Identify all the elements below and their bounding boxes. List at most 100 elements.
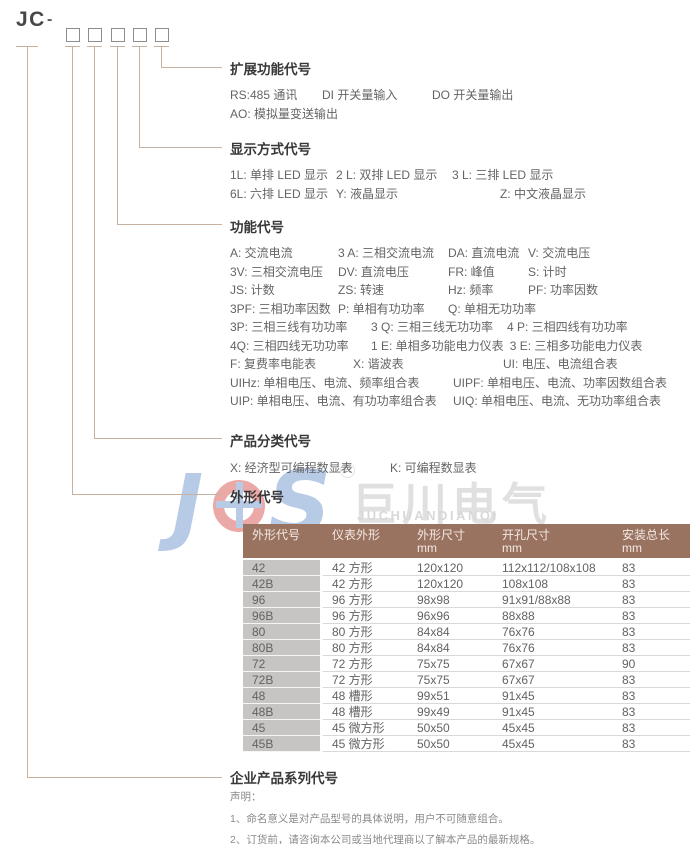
code-item: 3PF: 三相功率因数 xyxy=(230,301,331,316)
code-item: 3 E: 三相多功能电力仪表 xyxy=(509,338,643,353)
code-box-5 xyxy=(155,28,169,42)
table-row: 45 45 微方形 50x50 45x45 83 xyxy=(243,720,690,736)
model-prefix: JC xyxy=(16,8,46,31)
section-display-mode-codes: 显示方式代号 1L: 单排 LED 显示 2 L: 双排 LED 显示 3 L: 三… xyxy=(230,138,592,203)
notes-heading: 声明： xyxy=(230,791,262,803)
table-cell: 91x45 xyxy=(493,704,613,720)
table-cell: 72B xyxy=(243,672,323,688)
code-item: 3P: 三相三线有功功率 xyxy=(230,320,348,334)
table-cell: 112x112/108x108 xyxy=(493,560,613,576)
note-item: 2、订货前，请咨询本公司或当地代理商以了解本产品的最新规格。 xyxy=(230,834,541,844)
code-box-2 xyxy=(88,28,102,42)
table-cell: 42B xyxy=(243,576,323,592)
section-title: 产品分类代号 xyxy=(230,434,311,449)
section-title: 企业产品系列代号 xyxy=(230,771,338,786)
code-item: 3 A: 三相交流电流 xyxy=(338,246,435,260)
table-cell: 42 xyxy=(243,560,323,576)
code-item: UI: 电压、电流组合表 xyxy=(503,357,618,371)
footer-notes: 声明： 1、命名意义是对产品型号的具体说明，用户不可随意组合。 2、订货前，请咨询… xyxy=(230,789,540,844)
table-cell: 80 方形 xyxy=(323,640,408,656)
code-list-line: UIHz: 单相电压、电流、频率组合表 UIPF: 单相电压、电流、功率因数组合表 xyxy=(230,374,673,393)
section-enterprise-series-code: 企业产品系列代号 xyxy=(230,767,338,787)
code-list-line: 1L: 单排 LED 显示 2 L: 双排 LED 显示 3 L: 三排 LED 显… xyxy=(230,166,592,185)
code-item: 4Q: 三相四线无功功率 xyxy=(230,338,349,353)
table-cell: 48 槽形 xyxy=(323,704,408,720)
table-cell: 50x50 xyxy=(408,736,493,752)
table-row: 42 42 方形 120x120 112x112/108x108 83 xyxy=(243,560,690,576)
code-list-line: 3P: 三相三线有功功率 3 Q: 三相三线无功功率 4 P: 三相四线有功功率 xyxy=(230,318,673,337)
connector-tick xyxy=(110,46,125,47)
code-list: RS:485 通讯 DI 开关量输入 DO 开关量输出 AO: 模拟量变送输出 xyxy=(230,86,519,123)
section-title: 外形代号 xyxy=(230,490,284,505)
table-cell: 67x67 xyxy=(493,672,613,688)
code-item: AO: 模拟量变送输出 xyxy=(230,106,339,121)
code-item: UIPF: 单相电压、电流、功率因数组合表 xyxy=(453,375,668,390)
code-list-line: X: 经济型可编程数显表 K: 可编程数显表 xyxy=(230,459,483,478)
connector-line xyxy=(117,224,222,225)
table-row: 45B 45 微方形 50x50 45x45 83 xyxy=(243,736,690,752)
connector-line xyxy=(139,47,140,147)
code-item: JS: 计数 xyxy=(230,283,275,297)
table-cell: 83 xyxy=(613,688,690,704)
code-box-4 xyxy=(133,28,147,42)
table-row: 48B 48 槽形 99x49 91x45 83 xyxy=(243,704,690,720)
section-title: 功能代号 xyxy=(230,220,284,235)
code-list-line: AO: 模拟量变送输出 xyxy=(230,105,519,124)
connector-line xyxy=(117,47,118,224)
note-item: 1、命名意义是对产品型号的具体说明，用户不可随意组合。 xyxy=(230,813,509,825)
table-cell: 83 xyxy=(613,592,690,608)
table-cell: 72 方形 xyxy=(323,672,408,688)
column-label: 仪表外形 xyxy=(332,528,381,542)
code-list-line: 6L: 六排 LED 显示 Y: 液晶显示 Z: 中文液晶显示 xyxy=(230,185,592,204)
table-cell: 50x50 xyxy=(408,720,493,736)
table-cell: 99x51 xyxy=(408,688,493,704)
table-cell: 108x108 xyxy=(493,576,613,592)
table-cell: 45B xyxy=(243,736,323,752)
column-unit: mm xyxy=(417,541,437,555)
table-row: 80 80 方形 84x84 76x76 83 xyxy=(243,624,690,640)
section-title: 扩展功能代号 xyxy=(230,62,311,77)
table-cell: 42 方形 xyxy=(323,560,408,576)
table-cell: 83 xyxy=(613,720,690,736)
table-cell: 83 xyxy=(613,736,690,752)
table-cell: 99x49 xyxy=(408,704,493,720)
column-unit: mm xyxy=(622,541,642,555)
table-cell: 96 方形 xyxy=(323,608,408,624)
table-cell: 96x96 xyxy=(408,608,493,624)
section-function-codes: 功能代号 A: 交流电流 3 A: 三相交流电流 DA: 直流电流 V: 交流电压 3V… xyxy=(230,216,673,411)
column-unit xyxy=(252,542,323,555)
code-list-line: JS: 计数 ZS: 转速 Hz: 频率 PF: 功率因数 xyxy=(230,281,673,300)
table-cell: 80 方形 xyxy=(323,624,408,640)
connector-tick xyxy=(132,46,147,47)
table-cell: 83 xyxy=(613,624,690,640)
table-cell: 83 xyxy=(613,704,690,720)
code-item: 3 L: 三排 LED 显示 xyxy=(452,168,554,182)
connector-line xyxy=(94,47,95,438)
code-item: ZS: 转速 xyxy=(338,283,385,297)
code-item: Q: 单相无功功率 xyxy=(448,301,537,316)
code-item: UIQ: 单相电压、电流、无功功率组合表 xyxy=(453,394,662,408)
table-cell: 83 xyxy=(613,672,690,688)
connector-tick xyxy=(87,46,102,47)
code-item: 2 L: 双排 LED 显示 xyxy=(336,168,438,182)
column-label: 外形代号 xyxy=(252,528,301,542)
code-box-3 xyxy=(111,28,125,42)
table-cell: 48B xyxy=(243,704,323,720)
table-cell: 45x45 xyxy=(493,720,613,736)
table-cell: 83 xyxy=(613,560,690,576)
table-cell: 84x84 xyxy=(408,624,493,640)
table-row: 42B 42 方形 120x120 108x108 83 xyxy=(243,576,690,592)
table-cell: 72 xyxy=(243,656,323,672)
code-item: P: 单相有功功率 xyxy=(338,301,425,316)
code-item: FR: 峰值 xyxy=(448,264,495,279)
table-cell: 98x98 xyxy=(408,592,493,608)
table-row: 72B 72 方形 75x75 67x67 83 xyxy=(243,672,690,688)
table-cell: 91x45 xyxy=(493,688,613,704)
table-cell: 76x76 xyxy=(493,624,613,640)
table-cell: 75x75 xyxy=(408,656,493,672)
connector-tick xyxy=(65,46,80,47)
code-item: Z: 中文液晶显示 xyxy=(500,186,586,201)
code-item: 1 E: 单相多功能电力仪表 xyxy=(371,338,504,353)
code-item: RS:485 通讯 xyxy=(230,88,298,102)
